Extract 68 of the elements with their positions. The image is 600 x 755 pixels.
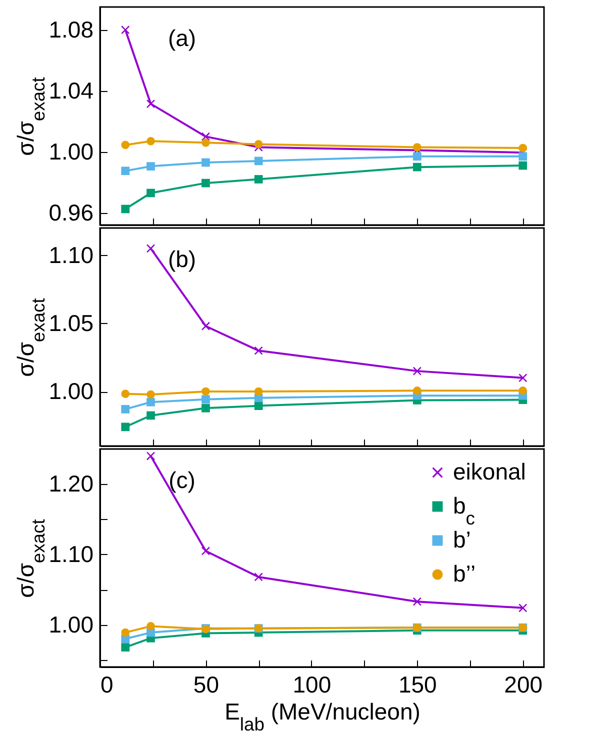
point — [121, 166, 130, 176]
point — [146, 411, 155, 420]
point — [412, 143, 422, 152]
point — [202, 178, 210, 188]
legend-label: eikonal — [453, 458, 526, 484]
x-axis-title: E$_{lab}$ (MeV/nucleon) — [224, 698, 420, 734]
point — [146, 452, 155, 460]
y-tick-label: 1.05 — [48, 310, 94, 336]
y-tick-label: 1.08 — [48, 16, 94, 42]
point — [121, 26, 130, 34]
point — [254, 175, 263, 184]
point — [412, 386, 422, 395]
point — [412, 366, 422, 376]
point — [121, 643, 130, 652]
point — [202, 387, 210, 396]
y-tick-label: 1.10 — [48, 540, 94, 567]
y-tick-label: 1.04 — [48, 77, 94, 104]
point — [518, 386, 528, 395]
point — [146, 390, 155, 399]
legend-label: b’’ — [453, 560, 476, 586]
point — [518, 144, 528, 152]
point — [146, 188, 155, 198]
point — [254, 140, 263, 148]
y-tick-label: 1.20 — [48, 470, 94, 497]
point — [254, 156, 263, 166]
annotation: (c) — [168, 467, 196, 493]
point — [202, 395, 210, 404]
point — [121, 204, 130, 214]
x-tick-label: 200 — [504, 672, 543, 698]
point — [202, 138, 210, 147]
point — [254, 387, 263, 396]
point — [202, 322, 210, 330]
point — [121, 422, 130, 432]
point — [202, 404, 210, 412]
point — [202, 158, 210, 167]
x-tick-label: 50 — [193, 672, 220, 698]
y-tick-label: 1.00 — [48, 138, 94, 164]
annotation: (a) — [168, 25, 196, 51]
point — [518, 152, 528, 161]
y-tick-label: 1.10 — [48, 242, 94, 268]
x-tick-label: 0 — [100, 672, 114, 698]
point — [412, 162, 422, 172]
point — [518, 374, 528, 382]
x-tick-label: 150 — [398, 672, 437, 698]
legend-label: b’ — [453, 526, 471, 552]
point — [121, 405, 130, 414]
point — [146, 398, 155, 406]
point — [412, 152, 422, 161]
point — [146, 622, 155, 630]
point — [146, 136, 155, 146]
y-tick-label: 0.96 — [48, 199, 94, 226]
legend-label: b$_{c}$ — [453, 492, 475, 528]
point — [146, 162, 155, 170]
point — [254, 402, 263, 410]
y-tick-label: 1.00 — [48, 611, 94, 638]
point — [518, 604, 528, 612]
point — [121, 390, 130, 398]
point — [412, 597, 422, 606]
point — [254, 572, 263, 582]
y-tick-label: 1.00 — [48, 378, 94, 404]
point — [146, 244, 155, 253]
annotation: (b) — [168, 246, 196, 272]
point — [202, 546, 210, 556]
point — [518, 161, 528, 170]
point — [254, 346, 263, 355]
x-tick-label: 100 — [292, 672, 332, 698]
point — [121, 628, 130, 637]
point — [121, 140, 130, 150]
